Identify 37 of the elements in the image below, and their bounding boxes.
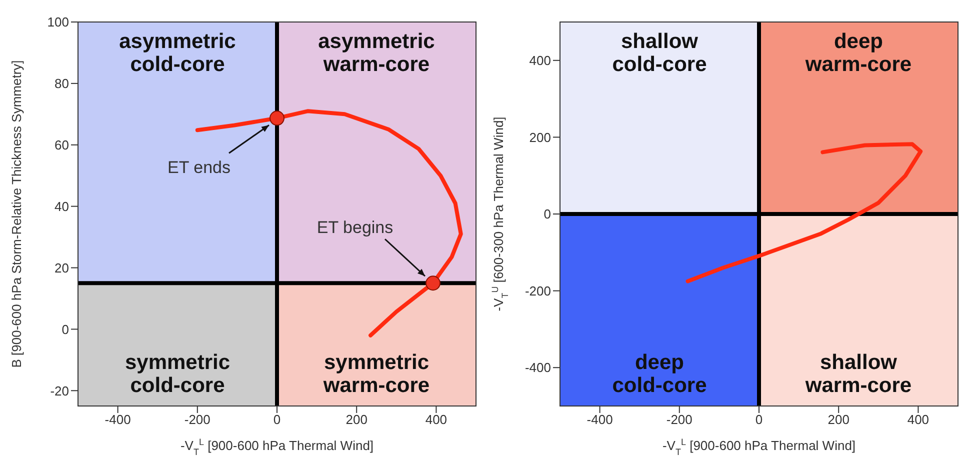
x-axis-title: -V$_{T}$$^{L}$ [900-600 hPa Thermal Wind] xyxy=(180,437,374,457)
x-axis-title: -V$_{T}$$^{L}$ [900-600 hPa Thermal Wind] xyxy=(662,437,856,457)
annotation: shallow warm-core xyxy=(804,350,912,397)
x-tick-label: 0 xyxy=(755,412,763,428)
x-tick-label: 400 xyxy=(425,412,448,428)
x-tick-label: -200 xyxy=(666,412,692,428)
y-tick-label: 40 xyxy=(54,198,69,214)
annotation: symmetric cold-core xyxy=(124,350,230,397)
x-tick-label: 400 xyxy=(907,412,930,428)
x-tick-label: 0 xyxy=(273,412,281,428)
annotation: shallow cold-core xyxy=(612,30,707,76)
annotation: asymmetric cold-core xyxy=(119,30,236,76)
y-axis-title: B [900-600 hPa Storm-Relative Thickness Symmetry] xyxy=(9,60,24,368)
annotation: deep warm-core xyxy=(804,30,912,76)
line-series xyxy=(686,142,923,284)
y-tick-label: 0 xyxy=(62,322,69,337)
annotation: ET ends xyxy=(167,158,231,178)
annotation: asymmetric warm-core xyxy=(318,30,436,76)
y-tick-label: 60 xyxy=(54,137,69,152)
y-tick-label: 0 xyxy=(544,206,551,222)
x-tick-label: -400 xyxy=(104,412,131,428)
y-tick-label: 80 xyxy=(54,76,69,92)
line-series xyxy=(195,109,463,338)
annotation: ET begins xyxy=(316,218,394,238)
annotation: deep cold-core xyxy=(612,350,707,397)
y-tick-label: 20 xyxy=(54,260,69,276)
x-tick-label: -400 xyxy=(586,412,613,428)
x-tick-label: -200 xyxy=(184,412,210,428)
y-tick-label: 400 xyxy=(529,53,551,68)
y-tick-label: -200 xyxy=(524,283,551,298)
y-tick-label: -400 xyxy=(524,360,551,376)
y-tick-label: 200 xyxy=(529,130,551,145)
x-tick-label: 200 xyxy=(346,412,368,428)
x-tick-label: 200 xyxy=(828,412,850,428)
annotation: symmetric warm-core xyxy=(322,350,430,397)
y-tick-label: 100 xyxy=(47,14,69,30)
y-tick-label: -20 xyxy=(50,383,69,398)
